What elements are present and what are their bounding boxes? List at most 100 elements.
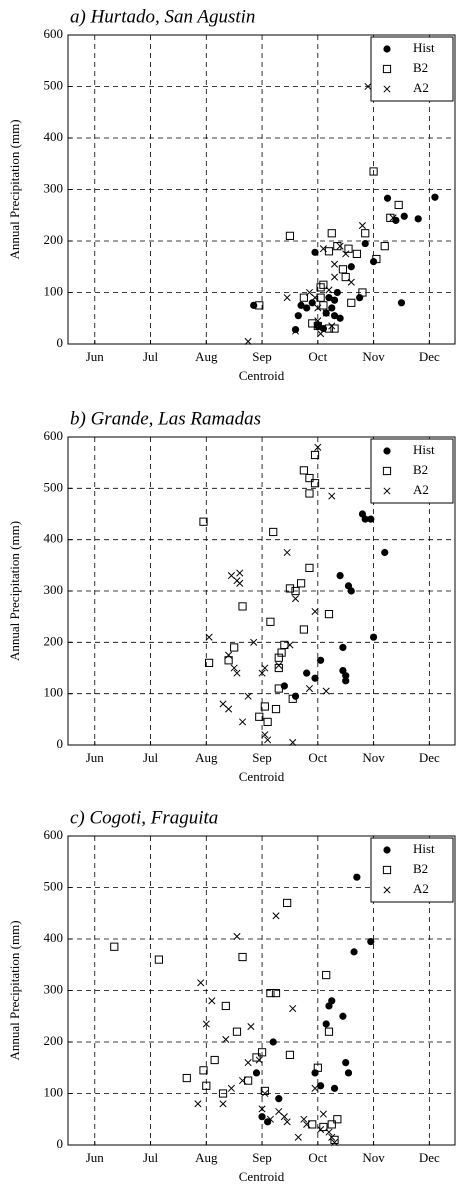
point	[252, 1069, 261, 1077]
point	[317, 1125, 325, 1134]
point	[330, 1135, 339, 1144]
y-tick-label: 200	[44, 633, 64, 648]
point	[342, 677, 350, 685]
point	[224, 656, 233, 665]
point	[244, 692, 252, 700]
point	[347, 298, 356, 307]
point	[269, 527, 278, 537]
point	[232, 1027, 242, 1036]
point	[336, 242, 344, 250]
point	[330, 260, 339, 268]
y-tick-label: 500	[44, 479, 64, 494]
point	[280, 1113, 288, 1121]
y-tick-label: 600	[44, 827, 64, 842]
point	[361, 239, 369, 248]
point	[280, 640, 289, 649]
point	[288, 694, 297, 703]
point	[356, 294, 364, 302]
chart-title: c) Cogoti, Fraguita	[70, 807, 218, 828]
point	[299, 466, 308, 475]
legend-marker	[383, 886, 391, 894]
point	[194, 1100, 202, 1108]
x-tick-label: Nov	[362, 750, 385, 765]
point	[397, 299, 406, 307]
x-tick-label: Jun	[86, 750, 105, 765]
point	[314, 304, 322, 312]
point	[325, 294, 333, 302]
legend-label: B2	[413, 60, 428, 75]
point	[364, 82, 372, 91]
point	[285, 584, 295, 593]
point	[230, 643, 239, 652]
point	[322, 687, 330, 695]
point	[294, 1133, 302, 1141]
point	[294, 312, 302, 320]
x-tick-label: Dec	[419, 750, 440, 765]
legend-marker	[383, 447, 391, 455]
y-tick-label: 200	[44, 1033, 64, 1048]
point	[324, 1027, 334, 1036]
y-axis-label: Annual Precipitation (mm)	[7, 920, 22, 1060]
point	[339, 1012, 347, 1020]
point	[341, 272, 350, 282]
y-tick-label: 400	[44, 531, 64, 546]
point	[314, 317, 322, 325]
legend-marker	[382, 64, 392, 74]
point	[230, 664, 238, 672]
y-tick-label: 600	[44, 26, 64, 41]
x-tick-label: Aug	[195, 349, 218, 364]
y-tick-label: 500	[44, 77, 64, 92]
point	[311, 248, 319, 256]
legend-marker	[383, 85, 391, 93]
point	[244, 1059, 252, 1067]
chart-title: b) Grande, Las Ramadas	[70, 408, 261, 429]
y-tick-label: 400	[44, 129, 64, 144]
point	[291, 595, 300, 603]
point	[202, 1020, 210, 1028]
point	[322, 309, 330, 317]
x-tick-label: Oct	[308, 349, 327, 364]
point	[275, 1095, 283, 1103]
point	[257, 1048, 267, 1057]
point	[236, 579, 244, 587]
point	[336, 572, 344, 580]
point	[258, 1113, 266, 1121]
point	[236, 569, 244, 577]
point	[352, 249, 361, 258]
point	[389, 214, 397, 222]
x-axis-label: Centroid	[239, 368, 285, 383]
point	[339, 643, 347, 652]
point	[330, 1084, 339, 1092]
y-tick-label: 400	[44, 930, 64, 945]
point	[311, 607, 319, 616]
point	[367, 515, 375, 523]
point	[383, 194, 392, 202]
y-tick-label: 600	[44, 428, 64, 443]
point	[347, 587, 355, 595]
plot-frame	[67, 34, 456, 345]
plot-frame	[67, 835, 456, 1146]
point	[358, 221, 366, 230]
x-tick-label: Oct	[308, 1150, 327, 1165]
point	[238, 602, 247, 611]
point	[311, 1084, 319, 1092]
point	[317, 1082, 325, 1090]
legend-label: A2	[413, 80, 429, 95]
point	[327, 229, 336, 238]
point	[369, 633, 378, 641]
point	[305, 473, 314, 483]
point	[110, 942, 119, 951]
legend-marker	[383, 846, 391, 854]
x-tick-label: Jul	[143, 1150, 159, 1165]
point	[238, 1077, 247, 1085]
point	[330, 273, 339, 281]
point	[311, 1069, 319, 1077]
point	[303, 669, 311, 677]
point	[333, 288, 341, 297]
point	[316, 283, 325, 292]
point	[210, 1055, 219, 1065]
point	[400, 212, 408, 220]
point	[338, 265, 348, 274]
point	[252, 1053, 261, 1062]
